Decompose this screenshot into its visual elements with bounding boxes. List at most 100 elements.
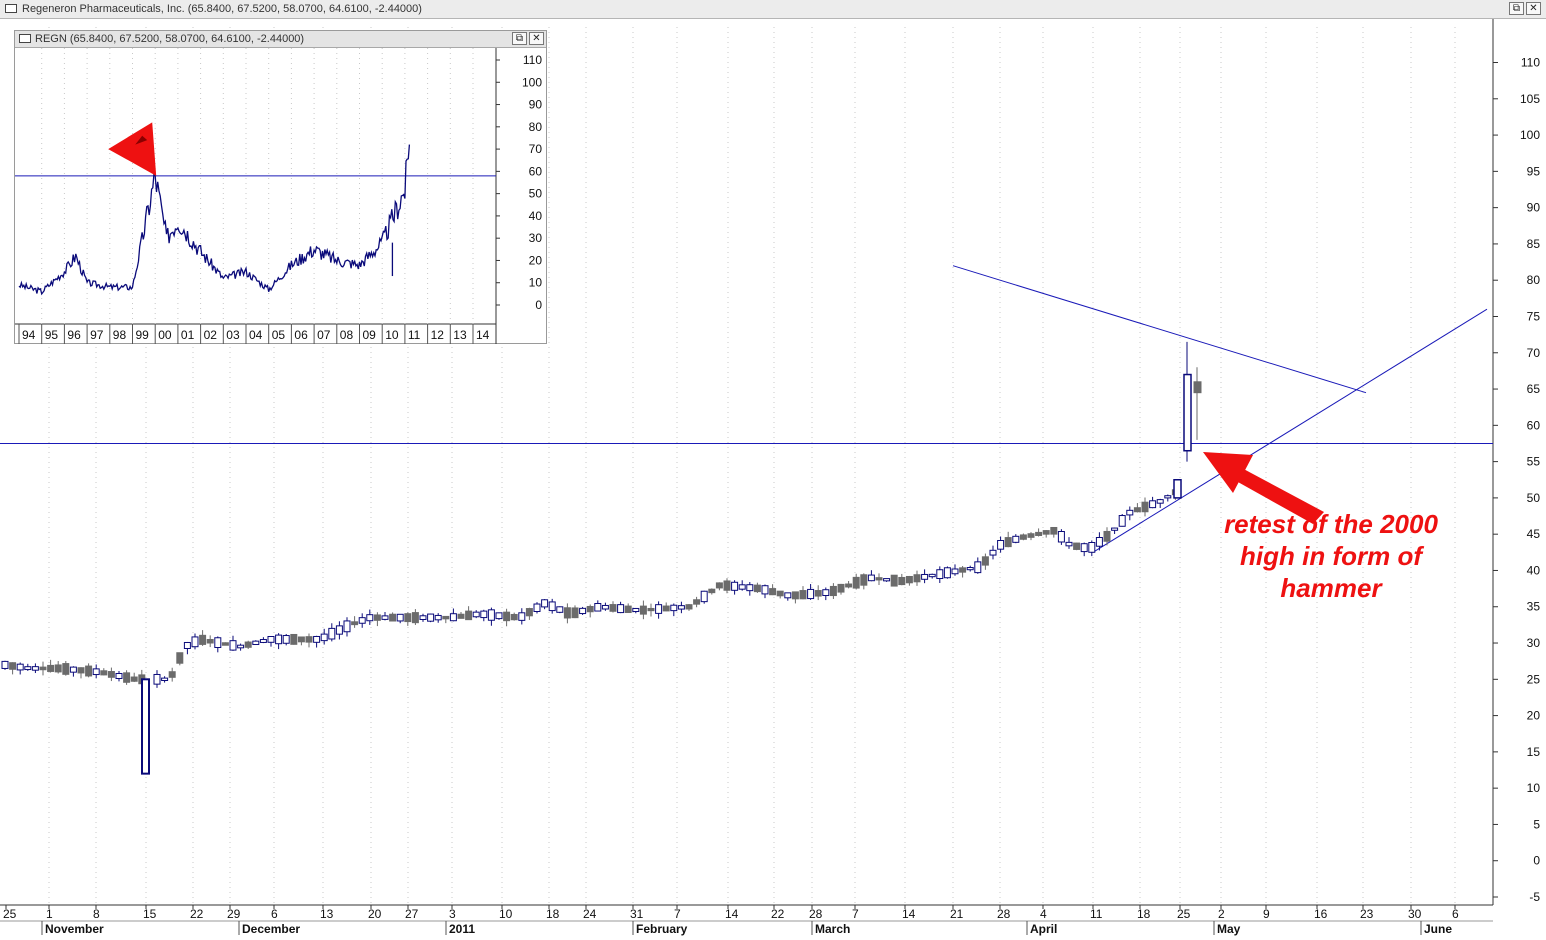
x-day-label: 30: [1408, 907, 1422, 921]
candle-body: [525, 608, 533, 617]
inset-x-label: 99: [136, 328, 150, 342]
candle-body-nov15: [141, 678, 150, 775]
inset-x-label: 11: [408, 328, 421, 342]
inset-y-tick-label: 60: [529, 164, 543, 178]
inset-y-tick-label: 110: [523, 53, 542, 67]
x-month-label: June: [1424, 922, 1452, 936]
candle-body: [1149, 500, 1157, 509]
x-day-label: 1: [46, 907, 53, 921]
x-day-label: 21: [950, 907, 964, 921]
x-month-label: December: [242, 922, 300, 936]
document-icon: [5, 4, 17, 13]
close-button[interactable]: ✕: [1526, 2, 1541, 15]
inset-x-label: 05: [272, 328, 286, 342]
candle-body: [1095, 537, 1103, 547]
window-title: Regeneron Pharmaceuticals, Inc. (65.8400…: [22, 3, 422, 15]
x-day-label: 8: [93, 907, 100, 921]
inset-y-tick-label: 20: [529, 253, 543, 267]
inset-long-term-chart: REGN (65.8400, 67.5200, 58.0700, 64.6100…: [14, 30, 547, 344]
candle-body: [655, 604, 663, 614]
candle-body: [852, 576, 860, 589]
candle-body: [1073, 542, 1081, 550]
restore-button[interactable]: ⧉: [1509, 2, 1524, 15]
y-tick-label: 15: [1527, 745, 1541, 759]
candle-body: [465, 610, 473, 621]
inset-title: REGN (65.8400, 67.5200, 58.0700, 64.6100…: [35, 33, 305, 45]
candle-body: [905, 575, 913, 584]
inset-y-tick-label: 0: [535, 298, 542, 312]
candle-body: [389, 613, 397, 622]
candle-body: [1088, 542, 1096, 553]
main-price-chart: -505101520253035404550556065707580859095…: [0, 19, 1541, 936]
candle-body: [959, 567, 967, 573]
y-tick-label: 105: [1520, 92, 1540, 106]
x-day-label: 6: [271, 907, 278, 921]
candle-body: [123, 672, 131, 683]
inset-price-line: [18, 144, 411, 296]
candle-body: [647, 607, 655, 612]
candle-body: [252, 640, 260, 646]
x-month-label: February: [636, 922, 688, 936]
candle-body: [875, 577, 883, 581]
candle-body: [442, 615, 450, 620]
candle-body: [275, 634, 283, 645]
candle-body: [168, 671, 176, 678]
x-month-label: November: [45, 922, 104, 936]
candle-body: [77, 667, 85, 674]
x-day-label: 22: [771, 907, 785, 921]
candle-body: [807, 588, 815, 600]
candle-body: [214, 637, 222, 649]
x-day-label: 3: [449, 907, 456, 921]
candle-body: [989, 549, 997, 556]
candle-body: [161, 677, 169, 682]
candle-body: [1164, 495, 1172, 499]
inset-close-button[interactable]: ✕: [529, 32, 544, 45]
y-tick-label: 45: [1527, 527, 1541, 541]
candle-body: [845, 583, 853, 588]
candle-body: [320, 633, 328, 642]
y-tick-label: 65: [1527, 382, 1541, 396]
candle-body: [981, 556, 989, 566]
candle-body: [677, 605, 685, 610]
annotation-arrow: [1203, 452, 1324, 524]
candle-body: [1118, 515, 1126, 527]
candle-body: [297, 636, 305, 643]
candle-body: [85, 665, 93, 677]
inset-x-label: 10: [385, 328, 399, 342]
x-month-label: 2011: [449, 922, 475, 936]
y-tick-label: 90: [1527, 201, 1541, 215]
x-day-label: 29: [227, 907, 241, 921]
hammer-body: [1183, 373, 1192, 452]
candle-body: [936, 569, 944, 580]
inset-restore-button[interactable]: ⧉: [512, 32, 527, 45]
y-tick-label: 80: [1527, 273, 1541, 287]
candle-body: [951, 568, 959, 575]
candle-body: [746, 584, 754, 592]
y-tick-label: 10: [1527, 781, 1541, 795]
inset-red-arrow-shade: [135, 135, 148, 145]
inset-y-tick-label: 90: [529, 98, 543, 112]
inset-x-label: 00: [158, 328, 172, 342]
candle-body: [541, 599, 549, 608]
candle-body: [259, 639, 267, 643]
candle-body: [480, 610, 488, 619]
candle-body: [229, 640, 237, 651]
candle-body: [244, 641, 252, 648]
candle-body: [822, 589, 830, 597]
x-day-label: 28: [809, 907, 823, 921]
candle-body: [510, 613, 518, 621]
x-day-label: 10: [499, 907, 513, 921]
y-tick-label: 0: [1533, 854, 1540, 868]
candle-body: [1103, 530, 1111, 542]
inset-x-label: 13: [453, 328, 467, 342]
candle-body: [731, 581, 739, 591]
candle-body: [670, 604, 678, 612]
candle-body: [358, 617, 366, 624]
candle-body: [1080, 543, 1088, 553]
candle-body: [715, 582, 723, 589]
candle-body: [890, 574, 898, 587]
candle-body: [411, 612, 419, 624]
candle-body: [100, 670, 108, 676]
candle-body: [556, 606, 564, 613]
ascending-trendline: [1092, 308, 1488, 553]
